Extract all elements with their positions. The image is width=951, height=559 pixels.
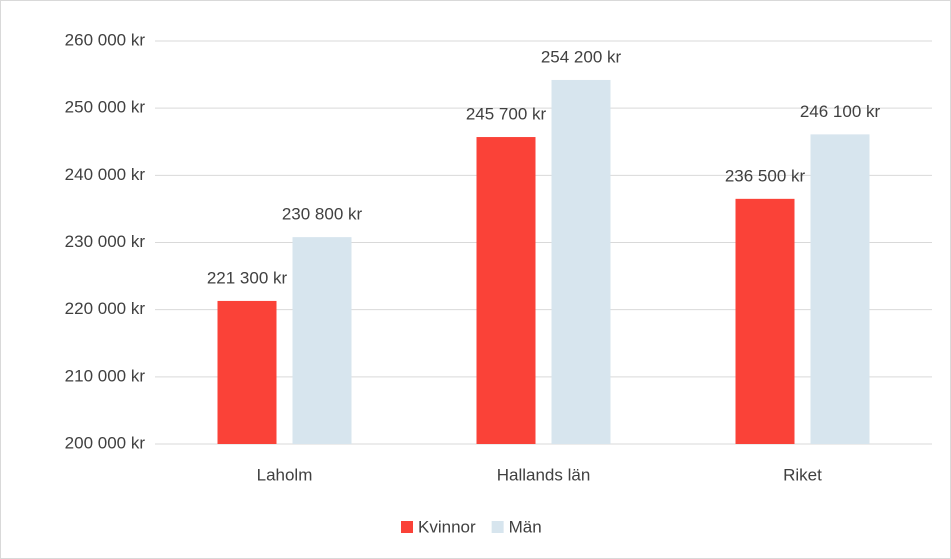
legend-label: Män [509,517,542,536]
legend-label: Kvinnor [418,517,476,536]
y-tick-label: 200 000 kr [65,433,146,452]
bar [217,300,277,444]
value-label: 221 300 kr [207,268,288,287]
x-tick-label: Riket [783,465,822,484]
y-tick-label: 240 000 kr [65,165,146,184]
y-tick-label: 220 000 kr [65,299,146,318]
value-label: 245 700 kr [466,105,547,124]
legend-swatch [401,521,413,533]
bar [810,134,870,444]
y-tick-label: 230 000 kr [65,232,146,251]
y-tick-label: 250 000 kr [65,98,146,117]
legend-swatch [491,521,504,533]
y-tick-label: 260 000 kr [65,30,146,49]
bar [476,137,536,444]
bar [735,198,795,444]
bar [551,79,611,444]
y-tick-label: 210 000 kr [65,366,146,385]
value-label: 254 200 kr [541,47,622,66]
bar [292,237,352,444]
value-label: 236 500 kr [725,166,806,185]
x-tick-label: Hallands län [497,465,591,484]
x-tick-label: Laholm [257,465,313,484]
value-label: 230 800 kr [282,205,363,224]
value-label: 246 100 kr [800,102,881,121]
